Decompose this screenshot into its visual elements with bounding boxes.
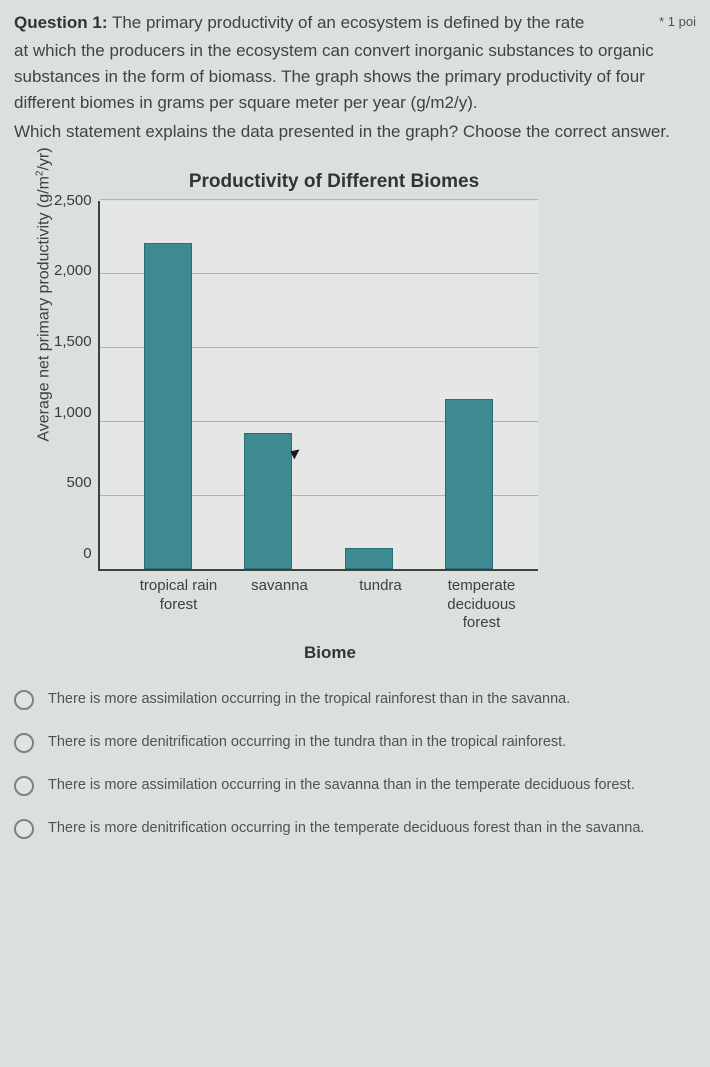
chart-container: Productivity of Different Biomes Average… <box>34 171 696 663</box>
y-tick: 1,000 <box>54 404 92 421</box>
y-tick: 2,500 <box>54 192 92 209</box>
option-c[interactable]: There is more assimilation occurring in … <box>14 775 696 796</box>
radio-icon <box>14 690 34 710</box>
radio-icon <box>14 776 34 796</box>
question-label: Question 1: <box>14 13 108 32</box>
bar <box>445 399 493 569</box>
bar-slot <box>133 243 203 569</box>
option-b[interactable]: There is more denitrification occurring … <box>14 732 696 753</box>
answer-options: There is more assimilation occurring in … <box>14 689 696 839</box>
option-text: There is more assimilation occurring in … <box>48 775 635 795</box>
question-body: at which the producers in the ecosystem … <box>14 38 696 117</box>
option-text: There is more denitrification occurring … <box>48 818 644 838</box>
radio-icon <box>14 819 34 839</box>
bar <box>144 243 192 569</box>
bar-slot <box>434 399 504 569</box>
x-tick: tundra <box>336 577 426 633</box>
chart-plot-area <box>98 201 538 571</box>
x-axis-ticks: tropical rain forest savanna tundra temp… <box>110 571 550 633</box>
question-text-line1: The primary productivity of an ecosystem… <box>112 13 584 32</box>
option-text: There is more assimilation occurring in … <box>48 689 570 709</box>
option-text: There is more denitrification occurring … <box>48 732 566 752</box>
bar <box>244 433 292 569</box>
x-tick: tropical rain forest <box>134 577 224 633</box>
y-tick: 1,500 <box>54 333 92 350</box>
chart-title: Productivity of Different Biomes <box>104 171 564 193</box>
option-a[interactable]: There is more assimilation occurring in … <box>14 689 696 710</box>
question-prompt: Which statement explains the data presen… <box>14 119 696 145</box>
x-tick: savanna <box>235 577 325 633</box>
x-axis-label: Biome <box>110 643 550 663</box>
x-tick: temperate deciduous forest <box>437 577 527 633</box>
bar <box>345 548 393 569</box>
option-d[interactable]: There is more denitrification occurring … <box>14 818 696 839</box>
y-axis-label: Average net primary productivity (g/m2/y… <box>34 422 53 442</box>
y-tick: 2,000 <box>54 262 92 279</box>
bar-slot <box>334 548 404 569</box>
y-tick: 500 <box>67 474 92 491</box>
y-tick: 0 <box>83 545 91 562</box>
y-axis-ticks: 2,500 2,000 1,500 1,000 500 0 <box>54 192 98 562</box>
radio-icon <box>14 733 34 753</box>
points-indicator: * 1 poi <box>659 12 696 32</box>
question-header: * 1 poi Question 1: The primary producti… <box>14 10 696 36</box>
